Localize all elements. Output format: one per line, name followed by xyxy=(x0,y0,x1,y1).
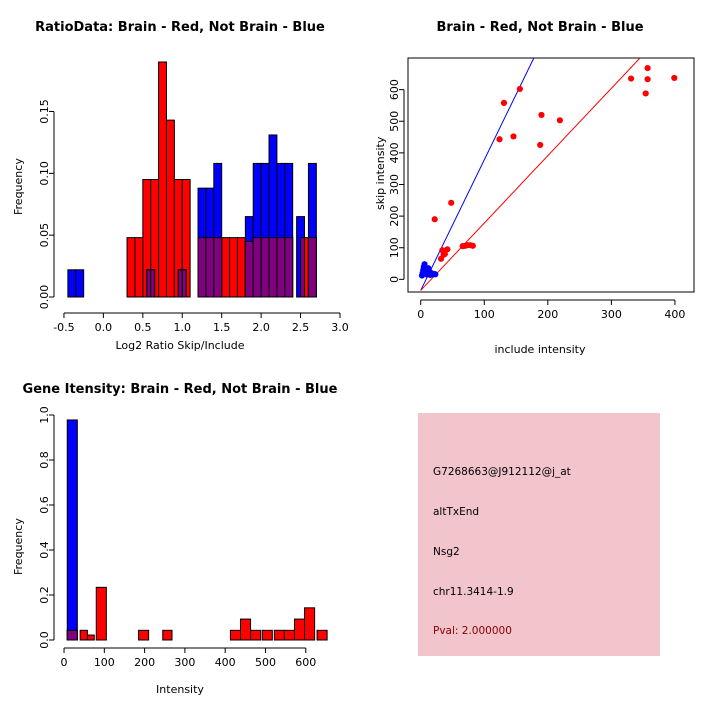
info-box-background xyxy=(418,413,660,656)
svg-text:300: 300 xyxy=(601,308,622,321)
svg-text:200: 200 xyxy=(388,206,401,227)
svg-text:2.5: 2.5 xyxy=(292,321,310,334)
svg-text:100: 100 xyxy=(94,656,115,669)
svg-text:500: 500 xyxy=(388,111,401,132)
svg-text:0.05: 0.05 xyxy=(38,223,51,248)
svg-text:0.6: 0.6 xyxy=(38,496,51,514)
scatter-plot: 0 100 200 300 400 0 100 200 300 400 500 600 xyxy=(388,57,695,321)
svg-text:100: 100 xyxy=(388,237,401,258)
svg-text:200: 200 xyxy=(537,308,558,321)
svg-text:0: 0 xyxy=(417,308,424,321)
svg-text:0.4: 0.4 xyxy=(38,541,51,559)
scatter-xlabel: include intensity xyxy=(494,343,586,356)
gene-histogram-title: Gene Itensity: Brain - Red, Not Brain - … xyxy=(22,382,338,397)
info-line-0: G7268663@J912112@j_at xyxy=(433,466,571,478)
gene-histogram-panel: Gene Itensity: Brain - Red, Not Brain - … xyxy=(0,360,360,720)
svg-text:500: 500 xyxy=(255,656,276,669)
svg-text:400: 400 xyxy=(215,656,236,669)
svg-text:100: 100 xyxy=(474,308,495,321)
svg-text:0.10: 0.10 xyxy=(38,161,51,186)
info-panel: G7268663@J912112@j_at altTxEnd Nsg2 chr1… xyxy=(360,360,720,720)
svg-text:3.0: 3.0 xyxy=(331,321,349,334)
ratio-histogram-xlabel: Log2 Ratio Skip/Include xyxy=(115,339,245,352)
svg-text:400: 400 xyxy=(664,308,685,321)
svg-text:0.15: 0.15 xyxy=(38,99,51,124)
svg-text:600: 600 xyxy=(388,79,401,100)
svg-text:600: 600 xyxy=(295,656,316,669)
svg-text:400: 400 xyxy=(388,142,401,163)
gene-histogram-plot: 0 100 200 300 400 500 600 0.0 0.2 0.4 0.6 0.8 1.0 xyxy=(38,406,328,669)
svg-text:0.0: 0.0 xyxy=(95,321,113,334)
svg-text:1.0: 1.0 xyxy=(174,321,192,334)
scatter-title: Brain - Red, Not Brain - Blue xyxy=(436,20,644,35)
svg-text:300: 300 xyxy=(388,174,401,195)
info-line-2: Nsg2 xyxy=(433,546,460,558)
svg-text:0.5: 0.5 xyxy=(134,321,152,334)
svg-text:0.8: 0.8 xyxy=(38,451,51,469)
svg-text:200: 200 xyxy=(134,656,155,669)
gene-histogram-xlabel: Intensity xyxy=(156,683,204,696)
svg-text:-0.5: -0.5 xyxy=(53,321,74,334)
info-line-3: chr11.3414-1.9 xyxy=(433,586,514,598)
ratio-histogram-plot: -0.5 0.0 0.5 1.0 1.5 2.0 2.5 3.0 0.00 0.05 0.10 0.1… xyxy=(38,61,349,334)
svg-text:1.0: 1.0 xyxy=(38,406,51,424)
svg-text:0: 0 xyxy=(61,656,68,669)
info-line-pval: Pval: 2.000000 xyxy=(433,625,512,637)
svg-text:0: 0 xyxy=(388,276,401,283)
ratio-histogram-title: RatioData: Brain - Red, Not Brain - Blue xyxy=(35,20,325,35)
svg-text:0.00: 0.00 xyxy=(38,285,51,310)
svg-text:1.5: 1.5 xyxy=(213,321,231,334)
scatter-panel: Brain - Red, Not Brain - Blue skip inten… xyxy=(360,0,720,360)
ratio-histogram-panel: RatioData: Brain - Red, Not Brain - Blue… xyxy=(0,0,360,360)
svg-text:2.0: 2.0 xyxy=(252,321,270,334)
info-line-1: altTxEnd xyxy=(433,506,480,518)
svg-text:0.2: 0.2 xyxy=(38,586,51,604)
svg-text:0.0: 0.0 xyxy=(38,631,51,649)
svg-text:300: 300 xyxy=(174,656,195,669)
